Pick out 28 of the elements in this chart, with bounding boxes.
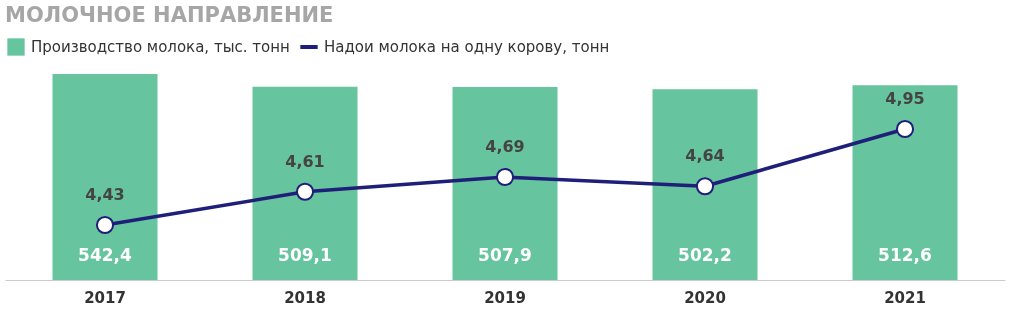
- data-label: 4,64: [685, 146, 725, 166]
- data-label: 4,43: [85, 185, 125, 204]
- bar: [52, 74, 158, 280]
- bar: [252, 86, 358, 280]
- bar: [452, 87, 558, 280]
- point: [495, 167, 515, 187]
- x-tick-label: 2021: [884, 288, 926, 307]
- x-tick-label: 2017: [84, 288, 126, 307]
- data-label: 507,9: [478, 245, 532, 265]
- x-tick-label: 2020: [684, 288, 726, 307]
- data-label: 4,61: [285, 151, 325, 171]
- point: [695, 177, 715, 196]
- point: [895, 119, 915, 139]
- chart-title: МОЛОЧНОЕ НАПРАВЛЕНИЕ: [5, 3, 334, 27]
- data-label: 542,4: [78, 245, 133, 265]
- point: [295, 182, 315, 201]
- x-tick-label: 2019: [484, 288, 526, 307]
- data-label: 512,6: [878, 245, 932, 265]
- legend-label: Надои молока на одну корову, тонн: [324, 38, 610, 56]
- legend-label: Производство молока, тыс. тонн: [31, 38, 290, 56]
- data-label: 4,69: [485, 137, 525, 156]
- x-tick-label: 2018: [284, 288, 326, 307]
- point: [95, 215, 115, 235]
- bar: [852, 85, 958, 280]
- bar: [652, 89, 758, 280]
- data-label: 4,95: [885, 89, 925, 108]
- data-label: 509,1: [278, 245, 332, 265]
- data-label: 502,2: [678, 245, 732, 265]
